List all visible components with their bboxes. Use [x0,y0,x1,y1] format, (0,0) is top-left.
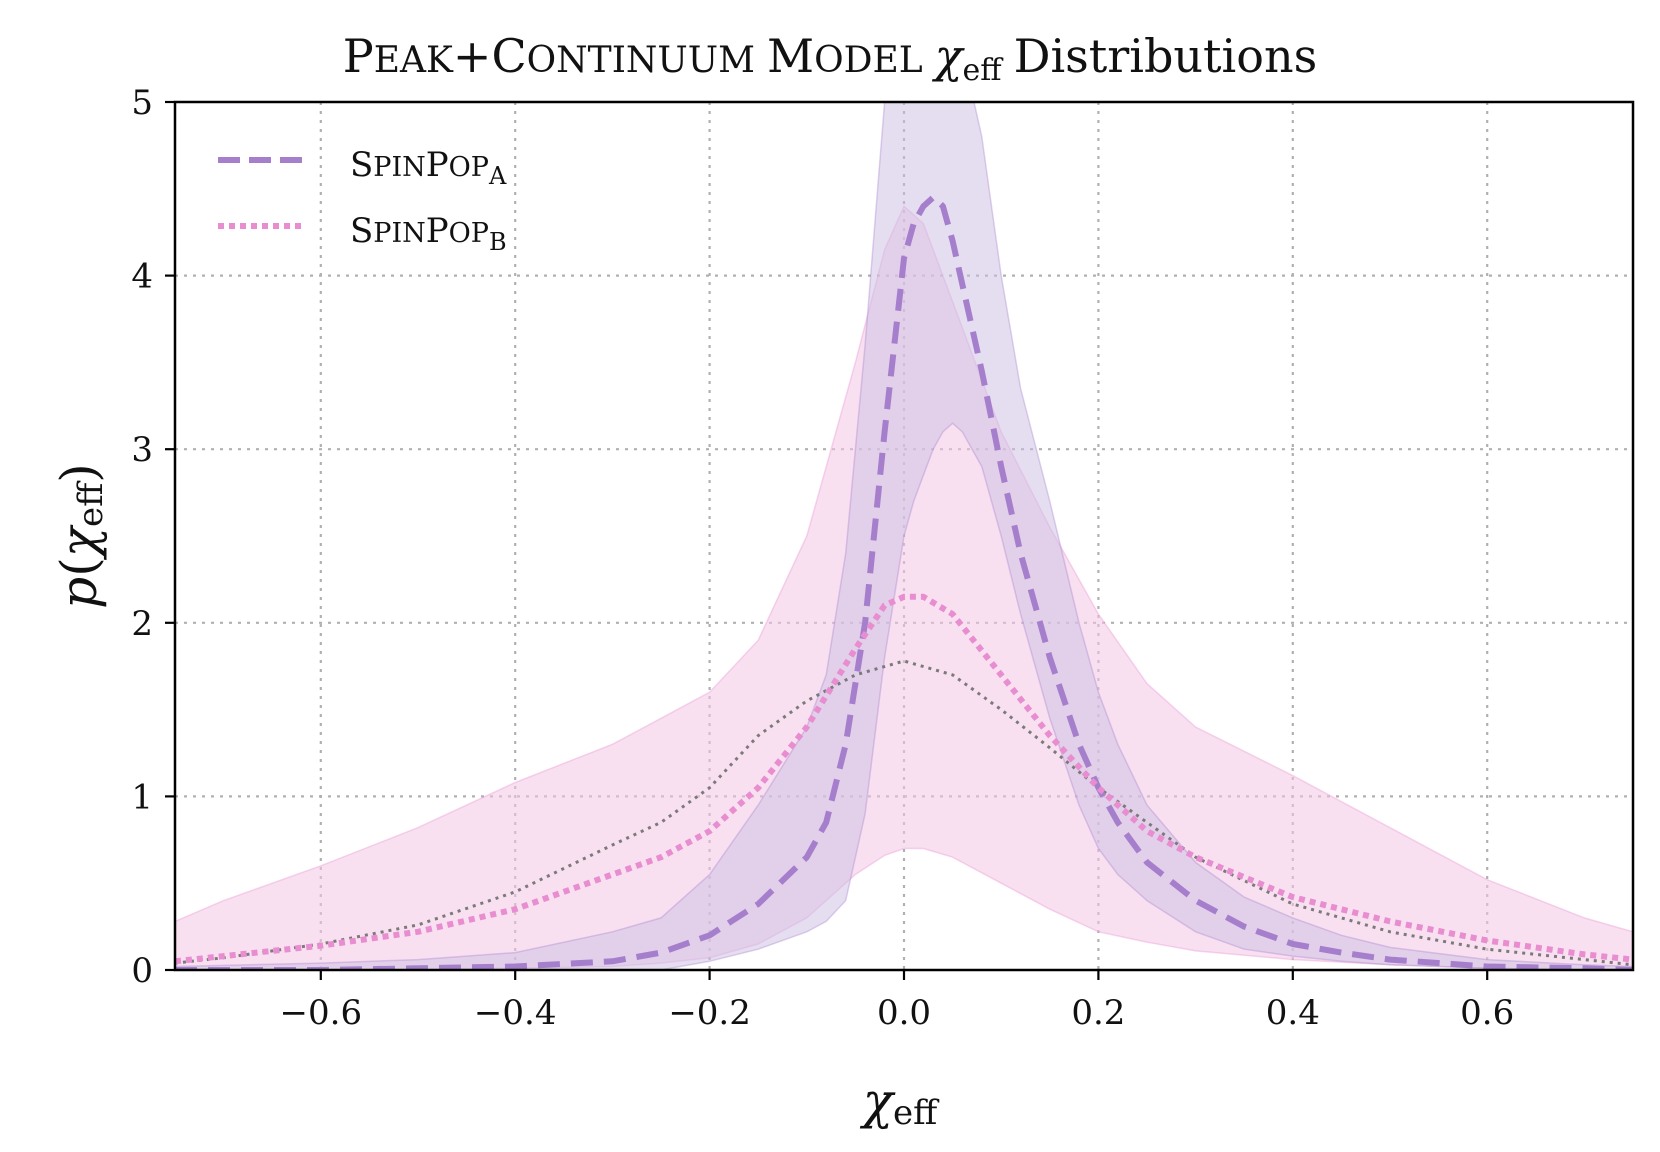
y-tick-label: 3 [131,430,153,470]
series-lines [175,194,1633,970]
y-tick-label: 4 [131,257,153,297]
y-tick-label: 1 [131,777,153,817]
x-tick-label: −0.6 [280,993,363,1033]
x-tick-label: 0.0 [877,993,931,1033]
x-tick-label: 0.6 [1460,993,1514,1033]
y-axis-label: p(χeff) [50,463,111,609]
x-tick-label: 0.2 [1071,993,1125,1033]
legend: SPINPOPA SPINPOPB [218,145,507,256]
y-tick-label: 5 [131,83,153,123]
chart-title: PEAK+CONTINUUM MODEL χeff Distributions [343,29,1317,88]
reference-line [175,659,1633,967]
y-axis-ticks: 0 1 2 3 4 5 [131,83,175,991]
y-tick-label: 2 [131,604,153,644]
x-axis-ticks: −0.6 −0.4 −0.2 0.0 0.2 0.4 0.6 [280,970,1514,1033]
legend-item-spinpop-a: SPINPOPA [218,145,507,190]
y-tick-label: 0 [131,951,153,991]
median-line-spinpop-b [175,593,1633,965]
uncertainty-bands [175,102,1633,970]
x-tick-label: −0.4 [474,993,557,1033]
x-tick-label: −0.2 [668,993,751,1033]
x-axis-label: χeff [860,1072,940,1133]
legend-item-spinpop-b: SPINPOPB [218,211,507,256]
median-line-spinpop-a [175,194,1633,970]
band-spinpop-a [175,102,1633,970]
legend-label-b: SPINPOPB [350,211,507,256]
x-tick-label: 0.4 [1266,993,1320,1033]
legend-label-a: SPINPOPA [350,145,507,190]
